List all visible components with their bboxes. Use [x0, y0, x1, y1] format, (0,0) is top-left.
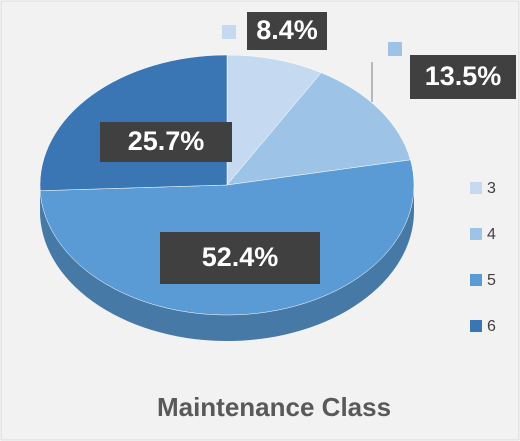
legend-swatch [470, 182, 482, 194]
data-label: 25.7% [128, 126, 205, 156]
legend-swatch [470, 228, 482, 240]
label-marker [388, 42, 402, 56]
label-marker [80, 130, 94, 144]
legend-label: 5 [487, 272, 496, 289]
label-marker [222, 25, 236, 39]
data-label-box [247, 12, 327, 50]
pie-slice [226, 54, 322, 186]
chart-title: Maintenance Class [157, 392, 391, 422]
data-label: 13.5% [425, 61, 502, 91]
data-label-box [410, 55, 516, 99]
pie-side [40, 185, 415, 342]
data-label: 8.4% [256, 15, 318, 45]
legend-swatch [470, 320, 482, 332]
data-label: 52.4% [202, 242, 279, 272]
legend-swatch [470, 274, 482, 286]
data-label-box [100, 122, 232, 162]
legend-label: 6 [487, 318, 496, 335]
label-marker [140, 250, 154, 264]
data-label-box [160, 232, 320, 284]
legend-label: 4 [487, 226, 496, 243]
legend-label: 3 [487, 180, 496, 197]
pie-side-shade [40, 185, 415, 342]
pie-slice [226, 72, 411, 186]
